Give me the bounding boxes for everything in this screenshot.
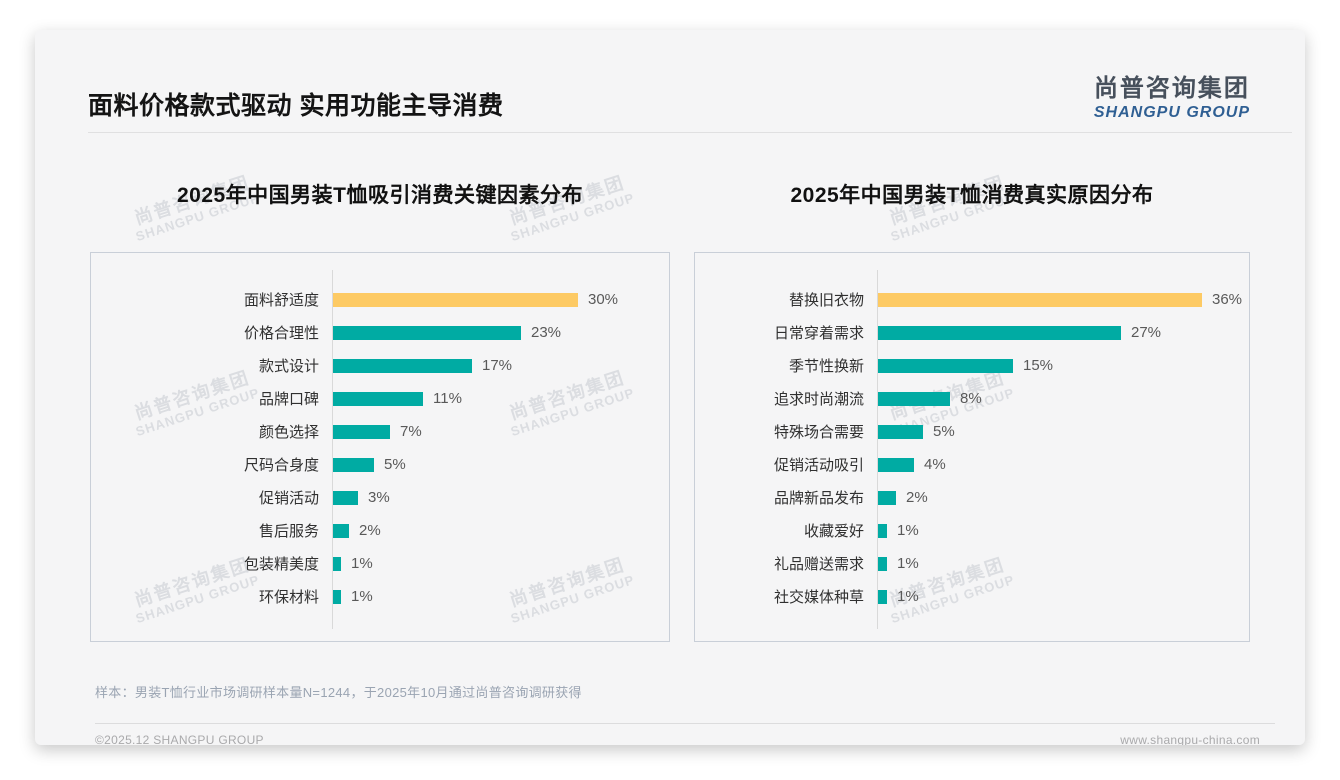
bar (878, 358, 1013, 373)
chart-row: 品牌口碑 11% (91, 382, 669, 415)
category-label: 包装精美度 (243, 556, 319, 573)
value-label: 5% (933, 423, 955, 440)
value-label: 3% (368, 489, 390, 506)
value-label: 1% (351, 588, 373, 605)
category-label: 款式设计 (258, 358, 319, 375)
footer-divider (95, 723, 1275, 724)
value-label: 7% (400, 423, 422, 440)
bar (878, 523, 887, 538)
category-label: 特殊场合需要 (773, 424, 864, 441)
bar (333, 292, 578, 307)
chart-title-right: 2025年中国男装T恤消费真实原因分布 (790, 184, 1154, 207)
value-label: 27% (1131, 324, 1162, 341)
chart-row: 面料舒适度 30% (91, 283, 669, 316)
value-label: 5% (384, 456, 406, 473)
company-logo: 尚普咨询集团 SHANGPU GROUP (1094, 68, 1250, 122)
category-label: 季节性换新 (788, 358, 864, 375)
category-label: 尺码合身度 (243, 457, 319, 474)
footer-bar: ©2025.12 SHANGPU GROUP www.shangpu-china… (95, 724, 1260, 745)
bar (333, 424, 390, 439)
category-label: 追求时尚潮流 (773, 391, 864, 408)
bar (878, 391, 950, 406)
category-label: 售后服务 (258, 523, 319, 540)
chart-row: 尺码合身度 5% (91, 448, 669, 481)
chart-panel-right: 替换旧衣物 36% 日常穿着需求 27% 季节性换新 15% 追求时尚潮流 8% 特殊场合需要 5… (694, 252, 1250, 642)
chart-title-left: 2025年中国男装T恤吸引消费关键因素分布 (176, 184, 584, 207)
logo-cn-text: 尚普咨询集团 (1093, 75, 1250, 102)
value-label: 1% (897, 555, 919, 572)
value-label: 4% (924, 456, 946, 473)
value-label: 11% (433, 390, 462, 407)
value-label: 17% (482, 357, 513, 374)
category-label: 颜色选择 (258, 424, 319, 441)
footer-website: www.shangpu-china.com (1120, 733, 1260, 745)
chart-row: 促销活动吸引 4% (695, 448, 1249, 481)
category-label: 社交媒体种草 (773, 589, 864, 606)
value-label: 1% (897, 588, 919, 605)
bar (878, 457, 914, 472)
bar (878, 424, 923, 439)
bar (333, 490, 358, 505)
chart-row: 日常穿着需求 27% (695, 316, 1249, 349)
category-label: 礼品赠送需求 (773, 556, 864, 573)
bar (333, 391, 423, 406)
bar (333, 457, 374, 472)
value-label: 36% (1212, 291, 1243, 308)
bar (333, 556, 341, 571)
category-label: 替换旧衣物 (788, 292, 864, 309)
slide-card: 尚普咨询集团 SHANGPU GROUP 尚普咨询集团 SHANGPU GROUP 尚普… (35, 30, 1305, 745)
chart-row: 款式设计 17% (91, 349, 669, 382)
chart-row: 颜色选择 7% (91, 415, 669, 448)
chart-row: 替换旧衣物 36% (695, 283, 1249, 316)
chart-row: 社交媒体种草 1% (695, 580, 1249, 613)
chart-row: 促销活动 3% (91, 481, 669, 514)
chart-row: 特殊场合需要 5% (695, 415, 1249, 448)
bar (333, 325, 521, 340)
chart-row: 售后服务 2% (91, 514, 669, 547)
chart-row: 收藏爱好 1% (695, 514, 1249, 547)
value-label: 1% (351, 555, 373, 572)
category-label: 环保材料 (258, 589, 319, 606)
value-label: 30% (588, 291, 619, 308)
category-label: 价格合理性 (243, 325, 319, 342)
category-label: 日常穿着需求 (773, 325, 864, 342)
value-label: 15% (1023, 357, 1054, 374)
category-label: 品牌新品发布 (773, 490, 864, 507)
value-label: 2% (359, 522, 381, 539)
category-label: 促销活动 (258, 490, 319, 507)
chart-row: 品牌新品发布 2% (695, 481, 1249, 514)
bar (878, 325, 1121, 340)
chart-row: 追求时尚潮流 8% (695, 382, 1249, 415)
bar (878, 589, 887, 604)
value-label: 2% (906, 489, 928, 506)
chart-row: 季节性换新 15% (695, 349, 1249, 382)
y-axis-line (332, 270, 333, 629)
chart-row: 价格合理性 23% (91, 316, 669, 349)
logo-en-text: SHANGPU GROUP (1093, 104, 1250, 121)
category-label: 收藏爱好 (803, 523, 864, 540)
bar (333, 523, 349, 538)
bar (333, 358, 472, 373)
sample-note: 样本：男装T恤行业市场调研样本量N=1244，于2025年10月通过尚普咨询调研… (95, 685, 582, 700)
chart-panel-left: 面料舒适度 30% 价格合理性 23% 款式设计 17% 品牌口碑 11% 颜色选择 7% 尺码合身… (90, 252, 670, 642)
value-label: 8% (960, 390, 982, 407)
category-label: 品牌口碑 (258, 391, 319, 408)
category-label: 面料舒适度 (243, 292, 319, 309)
category-label: 促销活动吸引 (773, 457, 864, 474)
y-axis-line (877, 270, 878, 629)
value-label: 23% (531, 324, 562, 341)
value-label: 1% (897, 522, 919, 539)
chart-row: 礼品赠送需求 1% (695, 547, 1249, 580)
chart-row: 包装精美度 1% (91, 547, 669, 580)
bar (333, 589, 341, 604)
header: 面料价格款式驱动 实用功能主导消费 尚普咨询集团 SHANGPU GROUP (88, 72, 1250, 122)
footer-copyright: ©2025.12 SHANGPU GROUP (95, 733, 264, 745)
bar (878, 292, 1202, 307)
bar (878, 490, 896, 505)
bar (878, 556, 887, 571)
chart-row: 环保材料 1% (91, 580, 669, 613)
title-divider (88, 132, 1292, 133)
page-title: 面料价格款式驱动 实用功能主导消费 (88, 92, 504, 120)
